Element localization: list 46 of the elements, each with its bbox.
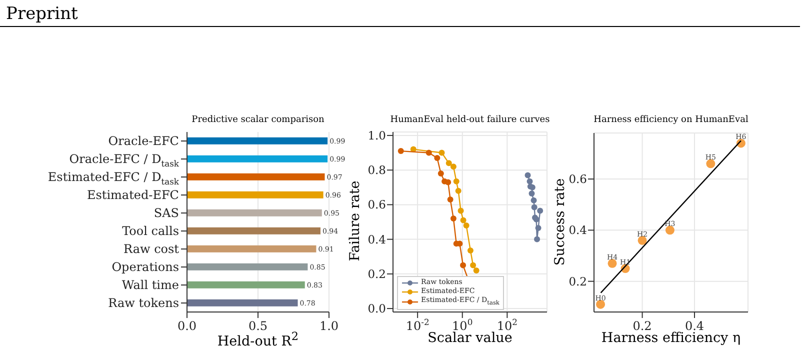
y-tick-label: Raw cost	[124, 242, 180, 256]
y-tick-label: 0.2	[368, 266, 386, 281]
y-axis-title: Success rate	[552, 176, 568, 268]
x-tick-label: 0.2	[632, 319, 652, 333]
y-tick-label: 1.0	[368, 128, 386, 142]
x-axis-title: Scalar value	[428, 330, 512, 346]
x-tick-label: 0.4	[684, 319, 704, 333]
bar	[187, 263, 308, 270]
bar	[187, 299, 298, 306]
bar	[187, 191, 324, 198]
x-tick-label: 1.0	[319, 319, 339, 333]
text: Preprint	[6, 4, 78, 24]
y-tick-label: SAS	[154, 206, 179, 220]
chart-title: HumanEval held-out failure curves	[389, 115, 551, 125]
y-tick-label: 0.6	[568, 172, 587, 186]
y-tick-label: 0.8	[368, 163, 386, 178]
x-axis-title: Harness efficiency η	[600, 330, 742, 346]
y-tick-label: Operations	[112, 260, 179, 274]
bar	[187, 137, 328, 144]
y-tick-label: Oracle-EFC	[108, 134, 179, 148]
y-tick-label: 0.4	[568, 223, 587, 238]
y-tick-label: Tool calls	[122, 224, 179, 238]
bar	[187, 227, 320, 234]
chart-title: Predictive scalar comparison	[190, 115, 326, 125]
y-tick-label: 0.0	[368, 302, 386, 316]
y-tick-label: Oracle-EFC / D$_{task}$	[69, 152, 180, 169]
bar	[187, 155, 328, 162]
x-tick-label: 10$^{-2}$	[406, 317, 430, 333]
x-tick-label: 10$^{0}$	[452, 317, 473, 333]
x-tick-label: 0.0	[177, 319, 197, 333]
bar	[187, 173, 325, 180]
bar	[187, 209, 322, 216]
bar	[187, 281, 305, 288]
chart-title: Harness efficiency on HumanEval	[592, 115, 750, 125]
x-tick-label: 0.5	[248, 319, 268, 333]
y-tick-label: 0.4	[368, 232, 386, 246]
y-axis-title: Failure rate	[347, 180, 363, 264]
y-tick-label: Estimated-EFC	[86, 188, 179, 202]
y-tick-label: Raw tokens	[108, 296, 179, 310]
x-tick-label: 10$^{2}$	[496, 317, 518, 333]
y-tick-label: 0.2	[568, 274, 587, 288]
y-tick-label: 0.6	[368, 198, 386, 212]
y-tick-label: Wall time	[122, 278, 179, 292]
x-axis-title: Held-out R$^{2}$	[217, 330, 299, 350]
y-tick-label: Estimated-EFC / D$_{task}$	[48, 170, 180, 187]
bar	[187, 245, 316, 252]
